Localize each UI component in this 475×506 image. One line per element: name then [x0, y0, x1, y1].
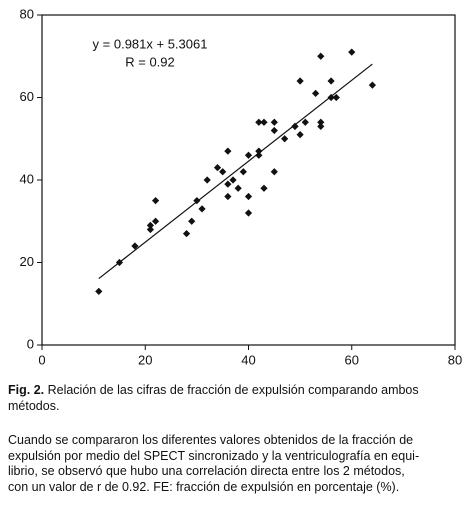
point: [244, 192, 253, 201]
point: [95, 287, 103, 295]
paragraph-line: expulsión por medio del SPECT sincroniza…: [8, 448, 420, 463]
paragraph-line: con un valor de r de 0.92. FE: fracción …: [8, 479, 400, 494]
point: [255, 118, 263, 126]
point: [234, 184, 242, 192]
point: [193, 197, 201, 205]
r-value: R = 0.92: [125, 54, 175, 69]
paragraph-line: librio, se observó que hubo una correlac…: [8, 464, 405, 478]
point: [327, 93, 335, 102]
point: [182, 230, 191, 238]
y-tick-label: 80: [20, 6, 34, 21]
point: [224, 180, 232, 188]
plot-frame: [41, 14, 456, 346]
x-tick-label: 20: [138, 352, 152, 367]
x-tick-label: 60: [345, 352, 359, 367]
x-tick-label: 40: [241, 352, 255, 367]
point: [327, 77, 335, 85]
point: [317, 52, 325, 60]
point: [146, 221, 155, 229]
figure-caption: Fig. 2. Relación de las cifras de fracci…: [8, 383, 468, 414]
y-tick-label: 60: [20, 89, 34, 104]
point: [368, 81, 376, 89]
y-tick-label: 0: [27, 336, 34, 351]
point: [188, 217, 196, 225]
point: [151, 217, 160, 225]
paragraph-line: Cuando se compararon los diferentes valo…: [8, 433, 414, 447]
point: [255, 151, 263, 159]
point: [291, 122, 299, 130]
point: [296, 77, 304, 85]
point: [281, 135, 289, 143]
point: [219, 168, 227, 176]
point: [244, 151, 253, 159]
point: [260, 184, 268, 192]
point: [317, 122, 325, 130]
point: [296, 131, 304, 139]
point: [255, 147, 263, 155]
point: [348, 48, 356, 56]
caption-line: métodos.: [8, 398, 60, 413]
caption-text: Relación de las cifras de fracción de ex…: [44, 383, 419, 397]
caption-label: Fig. 2.: [8, 383, 45, 397]
point: [151, 197, 160, 205]
paragraph: Cuando se compararon los diferentes valo…: [8, 433, 468, 495]
point: [312, 89, 320, 97]
x-tick-label: 80: [448, 352, 462, 367]
point: [244, 209, 253, 217]
chart: y = 0.981x + 5.3061 R = 0.92 0 20 40 60 80 0 2…: [20, 6, 463, 367]
point: [332, 93, 340, 102]
equation: y = 0.981x + 5.3061: [93, 36, 208, 51]
y-tick-label: 40: [20, 171, 34, 186]
point: [146, 225, 155, 234]
point: [229, 176, 237, 184]
caption-line: Fig. 2. Relación de las cifras de fracci…: [8, 383, 468, 399]
point: [203, 176, 211, 184]
point: [270, 168, 278, 176]
point: [115, 258, 124, 267]
point: [213, 164, 222, 172]
point: [239, 168, 247, 176]
fit-line: [98, 63, 373, 280]
point: [260, 118, 268, 126]
y-tick-label: 20: [20, 254, 34, 269]
point: [270, 126, 278, 135]
point: [224, 192, 232, 201]
point: [198, 205, 206, 213]
point: [270, 118, 278, 126]
point: [131, 242, 139, 250]
point: [317, 118, 325, 126]
x-tick-label: 0: [38, 352, 45, 367]
point: [301, 118, 309, 126]
point: [224, 147, 232, 155]
